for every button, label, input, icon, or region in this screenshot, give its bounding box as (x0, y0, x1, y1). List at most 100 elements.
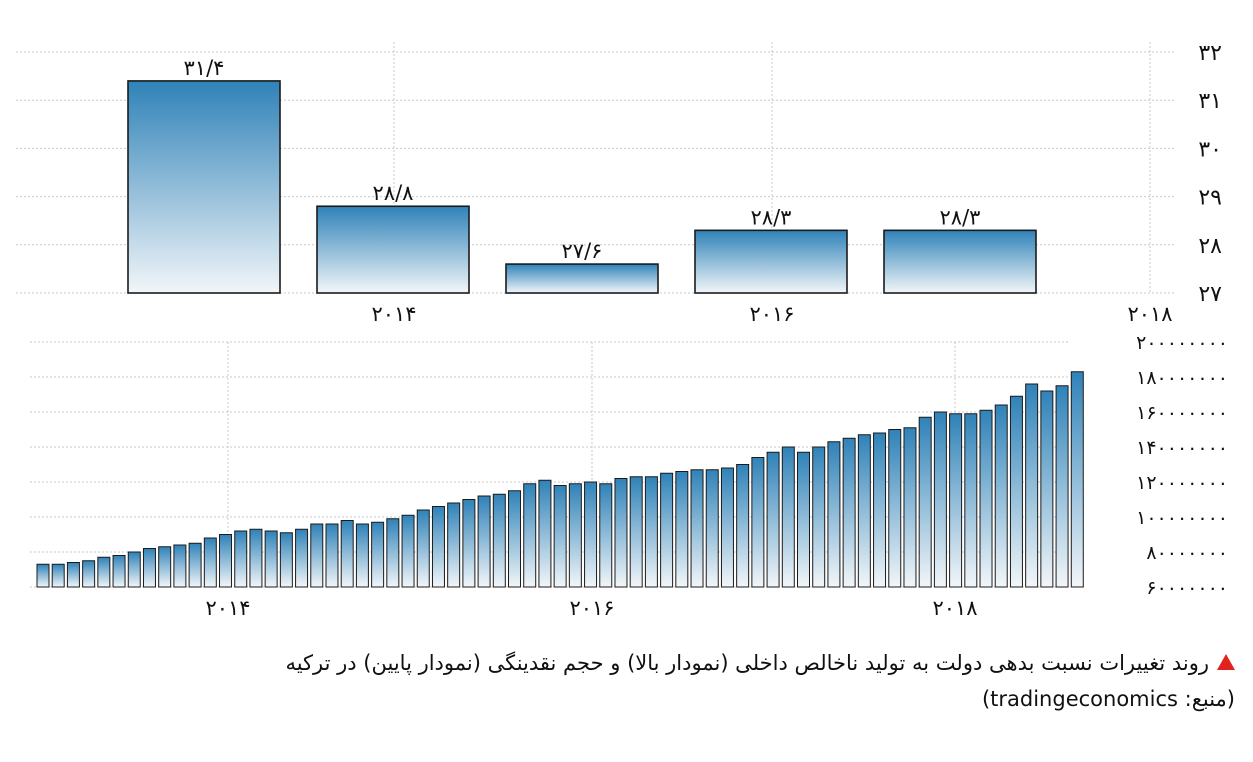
bottom-bar (477, 495, 491, 588)
bottom-y-tick-label: ۱۶۰۰۰۰۰۰۰ (1136, 402, 1228, 424)
red-triangle-icon (1217, 654, 1235, 670)
bottom-bar (553, 485, 567, 588)
bottom-bar (736, 464, 750, 588)
bottom-y-tick-label: ۸۰۰۰۰۰۰۰ (1146, 542, 1228, 564)
bottom-bar (355, 523, 369, 588)
bottom-bar (888, 429, 902, 588)
bottom-bar (781, 446, 795, 588)
bottom-bar (82, 560, 96, 588)
bottom-bar (538, 479, 552, 588)
bottom-y-tick-label: ۱۲۰۰۰۰۰۰۰ (1136, 472, 1228, 494)
top-x-tick-label: ۲۰۱۴ (371, 302, 416, 322)
bottom-y-tick-label: ۱۴۰۰۰۰۰۰۰ (1136, 437, 1228, 459)
bottom-bar (219, 534, 233, 588)
bottom-bar (279, 532, 293, 588)
bottom-bar (127, 551, 141, 588)
bottom-bar (797, 451, 810, 588)
bottom-bar (51, 563, 65, 588)
bottom-bar (568, 483, 582, 588)
top-x-tick-label: ۲۰۱۸ (1127, 302, 1172, 322)
bottom-y-tick-label: ۶۰۰۰۰۰۰۰ (1146, 577, 1228, 599)
bottom-bar (751, 457, 765, 588)
bottom-chart-x-axis: ۲۰۱۴ ۲۰۱۶ ۲۰۱۸ (205, 596, 977, 620)
bottom-x-tick-label: ۲۰۱۶ (569, 596, 614, 620)
top-x-tick-label: ۲۰۱۶ (749, 302, 794, 322)
bottom-bar (173, 544, 187, 588)
top-y-tick-label: ۳۲ (1198, 41, 1222, 66)
top-bar-data-label: ۳۱/۴ (184, 56, 225, 80)
top-bar-data-label: ۲۸/۸ (373, 181, 414, 205)
bottom-bar (36, 563, 50, 588)
top-bar-data-label: ۲۸/۳ (940, 205, 981, 229)
top-y-tick-label: ۲۹ (1198, 186, 1222, 211)
top-chart-y-axis: ۳۲ ۳۱ ۳۰ ۲۹ ۲۸ ۲۷ (1198, 41, 1222, 307)
bottom-bar (675, 471, 689, 588)
top-y-tick-label: ۳۰ (1198, 137, 1222, 162)
top-bar-data-label: ۲۷/۶ (562, 239, 603, 263)
caption-text: روند تغییرات نسبت بدهی دولت به تولید ناخ… (285, 651, 1209, 675)
bottom-bar (234, 530, 248, 588)
bottom-bar (873, 432, 887, 588)
top-chart-data-labels: ۳۱/۴ ۲۸/۸ ۲۷/۶ ۲۸/۳ ۲۸/۳ (184, 56, 981, 263)
bottom-y-tick-label: ۱۸۰۰۰۰۰۰۰ (1136, 367, 1228, 389)
bottom-bar (1040, 390, 1054, 588)
bottom-bar (1025, 383, 1039, 588)
bottom-bar (416, 509, 430, 588)
bottom-bar (827, 441, 841, 588)
bottom-bar (660, 472, 674, 588)
bottom-bar (142, 548, 156, 588)
bottom-bar (431, 506, 445, 588)
bottom-bar (584, 481, 598, 588)
bottom-bar (690, 469, 704, 588)
bottom-bar (401, 514, 415, 588)
bottom-bar (249, 528, 263, 588)
top-bar (694, 229, 848, 294)
bottom-bar (295, 528, 309, 588)
top-bar (316, 205, 470, 294)
bottom-bar (66, 562, 80, 588)
bottom-bar (964, 413, 978, 588)
top-bar (505, 263, 659, 294)
caption-source: (منبع: tradingeconomics) (981, 687, 1235, 711)
bottom-bar (188, 542, 202, 588)
bottom-bar (720, 467, 734, 588)
bottom-bar (97, 556, 111, 588)
top-y-tick-label: ۲۷ (1198, 282, 1222, 307)
bottom-chart-y-axis: ۲۰۰۰۰۰۰۰۰ ۱۸۰۰۰۰۰۰۰ ۱۶۰۰۰۰۰۰۰ ۱۴۰۰۰۰۰۰۰ ۱۲۰۰… (1136, 332, 1228, 599)
bottom-bar (203, 537, 217, 588)
bottom-bar (842, 437, 856, 588)
top-chart-bars (127, 80, 1037, 294)
bottom-bar (112, 555, 126, 588)
bottom-bar (705, 469, 719, 588)
bottom-y-tick-label: ۱۰۰۰۰۰۰۰۰ (1136, 507, 1228, 529)
bottom-bar (386, 518, 400, 588)
top-y-tick-label: ۲۸ (1198, 234, 1222, 259)
top-bar (883, 229, 1037, 294)
top-bar (127, 80, 281, 294)
top-chart-x-axis: ۲۰۱۴ ۲۰۱۶ ۲۰۱۸ (371, 302, 1172, 322)
bottom-bar (599, 483, 613, 588)
bottom-bar (979, 409, 993, 588)
bottom-bar (1009, 395, 1023, 588)
bottom-bar (994, 404, 1008, 588)
bottom-bar (812, 446, 826, 588)
bottom-bar (614, 478, 628, 588)
bottom-chart-bars (36, 371, 1084, 588)
bottom-bar (508, 490, 522, 588)
bottom-bar (462, 499, 476, 588)
bottom-bar (949, 413, 963, 588)
bottom-bar (857, 434, 871, 588)
bottom-bar (310, 523, 324, 588)
bottom-bar (644, 476, 658, 588)
bottom-bar (264, 530, 278, 588)
bottom-bar (933, 411, 947, 588)
bottom-x-tick-label: ۲۰۱۸ (932, 596, 977, 620)
bottom-bar (918, 416, 932, 588)
bottom-bar (629, 476, 643, 588)
top-bar-data-label: ۲۸/۳ (751, 205, 792, 229)
figure-caption: روند تغییرات نسبت بدهی دولت به تولید ناخ… (135, 645, 1235, 717)
bottom-bar (492, 493, 506, 588)
bottom-bar (523, 483, 537, 588)
top-y-tick-label: ۳۱ (1198, 89, 1222, 114)
